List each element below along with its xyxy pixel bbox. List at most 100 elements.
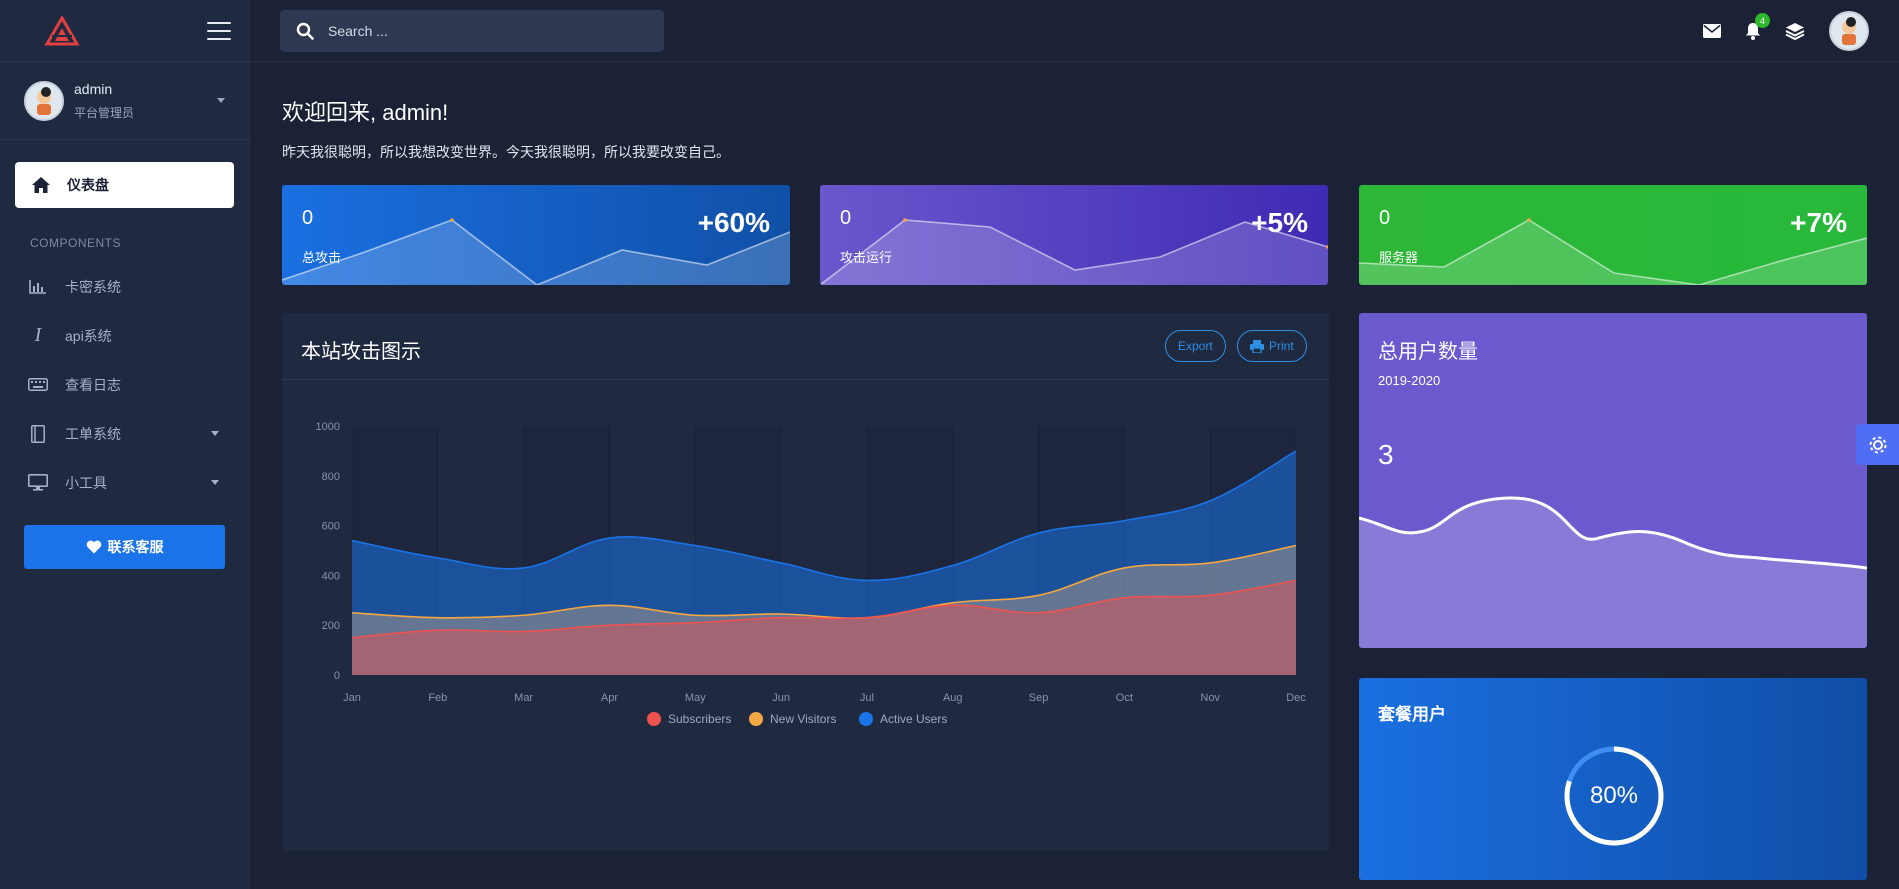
progress-ring-arc (1564, 746, 1664, 846)
logo[interactable] (44, 15, 80, 46)
legend-label[interactable]: New Visitors (770, 712, 836, 726)
topbar: 4 (251, 0, 1899, 62)
sidebar-item-label: api系统 (65, 327, 112, 344)
chevron-down-icon[interactable] (217, 98, 225, 103)
chart-title: 本站攻击图示 (301, 341, 421, 363)
x-tick-label: Oct (1116, 692, 1133, 704)
gear-icon (1869, 436, 1886, 453)
sidebar-item-logs[interactable]: 查看日志 (0, 360, 249, 409)
bar-chart-icon (27, 279, 49, 294)
stat-card-total-attacks: 0 总攻击 +60% (282, 185, 790, 285)
x-tick-label: Apr (601, 692, 618, 704)
sparkline (820, 218, 1328, 285)
print-button[interactable]: Print (1237, 330, 1307, 362)
mail-icon[interactable] (1703, 24, 1721, 38)
sidebar-item-api-system[interactable]: I api系统 (0, 311, 249, 360)
italic-i-icon: I (34, 324, 42, 346)
export-button[interactable]: Export (1165, 330, 1226, 362)
sidebar-item-label: 查看日志 (65, 376, 121, 393)
x-tick-label: Nov (1200, 692, 1220, 704)
y-tick-label: 400 (322, 570, 340, 582)
contact-support-button[interactable]: 联系客服 (24, 525, 225, 569)
stat-card-running-attacks: 0 攻击运行 +5% (820, 185, 1328, 285)
search-box[interactable] (280, 10, 664, 52)
sidebar-user[interactable]: admin 平台管理员 (0, 62, 249, 140)
x-tick-label: May (685, 692, 706, 704)
sidebar-item-dashboard[interactable]: 仪表盘 (15, 162, 234, 208)
chevron-down-icon (211, 431, 219, 436)
stat-change: +7% (1790, 207, 1847, 238)
sidebar-item-tools[interactable]: 小工具 (0, 458, 249, 507)
heart-icon (86, 540, 101, 554)
avatar (24, 80, 64, 121)
x-tick-label: Jun (772, 692, 790, 704)
stat-label: 总攻击 (302, 250, 342, 265)
sidebar-item-tickets[interactable]: 工单系统 (0, 409, 249, 458)
progress-ring (1564, 746, 1664, 846)
menu-toggle-icon[interactable] (207, 21, 231, 40)
y-tick-label: 0 (334, 670, 340, 682)
keyboard-icon (27, 378, 49, 391)
users-card-value: 3 (1378, 439, 1394, 470)
x-tick-label: Sep (1029, 692, 1049, 704)
x-tick-label: Jan (343, 692, 361, 704)
sidebar-header (0, 0, 249, 62)
sidebar-item-label: 小工具 (65, 474, 107, 491)
settings-gear-button[interactable] (1856, 424, 1899, 465)
book-icon (27, 424, 49, 443)
stat-value: 0 (1379, 207, 1391, 229)
sidebar-item-card-system[interactable]: 卡密系统 (0, 262, 249, 311)
section-label: COMPONENTS (30, 236, 122, 250)
divider (282, 379, 1329, 380)
user-name: admin (74, 80, 113, 97)
user-menu[interactable] (1829, 11, 1869, 51)
series-line-new-visitors (351, 544, 1297, 619)
chevron-down-icon (211, 480, 219, 485)
plan-percent-label: 80% (1589, 782, 1639, 809)
total-users-card: 总用户数量 2019-2020 3 (1359, 313, 1867, 648)
home-icon (27, 176, 55, 194)
search-input[interactable] (328, 23, 628, 39)
page-title: 欢迎回来, admin! (282, 100, 449, 125)
contact-support-label: 联系客服 (107, 539, 164, 555)
sparkline (282, 218, 790, 285)
legend-label[interactable]: Active Users (880, 712, 947, 726)
series-line-subscribers (351, 579, 1297, 639)
print-label: Print (1269, 339, 1294, 353)
sidebar: admin 平台管理员 仪表盘 COMPONENTS 卡密系统 I api系统 … (0, 0, 250, 889)
x-tick-label: Dec (1286, 692, 1306, 704)
plan-users-card: 套餐用户 80% (1359, 678, 1867, 880)
layers-icon[interactable] (1785, 22, 1805, 40)
series-line-active-users (351, 450, 1297, 582)
stat-label: 攻击运行 (840, 250, 893, 265)
user-role: 平台管理员 (74, 105, 135, 120)
y-tick-label: 800 (322, 471, 340, 483)
series-area-subscribers (352, 580, 1296, 675)
users-wave (1359, 496, 1867, 648)
notification-badge: 4 (1755, 13, 1770, 28)
stat-card-servers: 0 服务器 +7% (1359, 185, 1867, 285)
stat-label: 服务器 (1379, 250, 1419, 265)
stat-value: 0 (302, 207, 314, 229)
users-card-title: 总用户数量 (1378, 341, 1478, 363)
bell-icon[interactable]: 4 (1745, 13, 1770, 40)
x-tick-label: Mar (514, 692, 533, 704)
stat-change: +60% (697, 207, 770, 238)
y-tick-label: 600 (322, 521, 340, 533)
y-tick-label: 1000 (316, 421, 340, 433)
plan-card-title: 套餐用户 (1378, 705, 1446, 724)
sparkline (1359, 218, 1867, 285)
x-tick-label: Jul (860, 692, 874, 704)
monitor-icon (27, 474, 49, 491)
sidebar-item-label: 工单系统 (65, 425, 121, 442)
search-icon (296, 22, 314, 40)
avatar (1829, 11, 1869, 51)
series-area-new-visitors (352, 545, 1296, 675)
legend-label[interactable]: Subscribers (668, 712, 731, 726)
page-subtitle: 昨天我很聪明，所以我想改变世界。今天我很聪明，所以我要改变自己。 (282, 144, 730, 160)
y-tick-label: 200 (322, 620, 340, 632)
sidebar-item-label: 卡密系统 (65, 278, 121, 295)
stat-value: 0 (840, 207, 852, 229)
sidebar-item-label: 仪表盘 (67, 177, 109, 193)
area-chart: 0 200 400 600 800 1000 Jan Feb Mar Apr May Jun Jul Au… (316, 421, 1306, 726)
